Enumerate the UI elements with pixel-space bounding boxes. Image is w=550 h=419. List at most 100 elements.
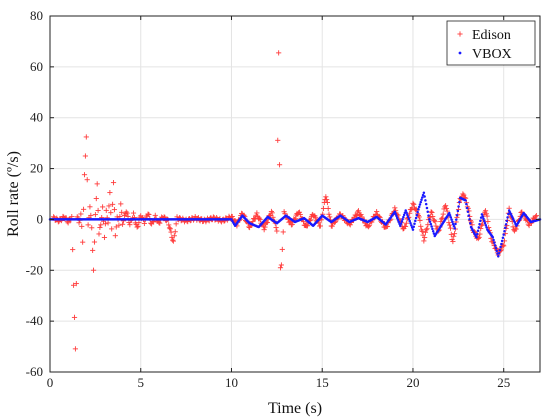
y-tick-label: -40 <box>26 313 43 328</box>
x-tick-label: 15 <box>316 375 329 390</box>
edison-point <box>384 223 390 229</box>
edison-point <box>97 224 103 231</box>
vbox-point <box>409 221 412 225</box>
edison-point <box>277 265 284 271</box>
edison-point <box>117 213 123 220</box>
vbox-point <box>453 227 456 230</box>
vbox-point <box>476 229 480 232</box>
edison-point <box>451 233 457 239</box>
edison-point <box>279 246 285 253</box>
vbox-point <box>497 255 500 258</box>
x-tick-label: 0 <box>47 375 54 390</box>
edison-point <box>273 224 279 231</box>
edison-point <box>95 207 101 214</box>
edison-point <box>94 181 100 187</box>
legend-entry-vbox: VBOX <box>472 47 512 62</box>
edison-point <box>422 234 428 241</box>
edison-point <box>167 226 173 232</box>
vbox-point <box>431 229 435 233</box>
edison-point <box>484 213 490 219</box>
vbox-point <box>499 245 502 249</box>
edison-point <box>170 237 176 243</box>
edison-point <box>108 210 114 216</box>
x-axis-label: Time (s) <box>268 400 322 417</box>
edison-point <box>365 224 372 230</box>
vbox-point <box>468 218 471 221</box>
vbox-point <box>395 214 398 218</box>
edison-point <box>119 209 125 215</box>
edison-point <box>358 211 364 218</box>
vbox-point <box>465 206 469 210</box>
edison-point <box>65 220 71 226</box>
edison-point <box>70 282 77 288</box>
edison-point <box>423 227 429 233</box>
edison-point <box>320 205 327 212</box>
edison-point <box>429 209 435 216</box>
edison-point <box>510 224 516 230</box>
edison-point <box>134 224 140 230</box>
edison-point <box>485 218 491 225</box>
vbox-point <box>457 205 460 208</box>
legend-marker-vbox <box>458 51 462 55</box>
vbox-point <box>452 224 456 228</box>
edison-point <box>106 203 112 209</box>
vbox-point <box>455 214 459 217</box>
edison-point <box>425 222 431 228</box>
vbox-point <box>418 203 422 206</box>
edison-point <box>116 222 122 228</box>
y-tick-label: 60 <box>30 59 43 74</box>
y-axis-label: Roll rate (º/s) <box>5 151 22 237</box>
edison-point <box>103 207 109 213</box>
vbox-point <box>411 228 415 231</box>
edison-point <box>264 219 270 226</box>
vbox-point <box>405 211 408 214</box>
edison-point <box>440 211 446 217</box>
edison-point <box>123 209 129 215</box>
vbox-point <box>431 227 434 231</box>
vbox-point <box>400 220 404 223</box>
edison-point <box>296 209 303 215</box>
edison-point <box>532 214 539 220</box>
vbox-point <box>503 229 506 233</box>
vbox-point <box>454 222 457 226</box>
edison-point <box>392 205 398 211</box>
vbox-point <box>493 244 497 247</box>
vbox-point <box>397 220 400 224</box>
vbox-point <box>493 241 496 244</box>
vbox-point <box>428 220 432 224</box>
vbox-point <box>404 209 407 212</box>
vbox-point <box>492 238 495 242</box>
vbox-point <box>402 213 406 217</box>
vbox-point <box>476 232 479 236</box>
y-tick-label: 80 <box>30 8 43 23</box>
edison-point <box>80 239 86 245</box>
edison-point <box>79 223 85 229</box>
edison-point <box>90 247 96 253</box>
y-tick-label: -60 <box>26 364 43 379</box>
edison-point <box>327 214 333 220</box>
edison-point <box>430 213 436 220</box>
edison-point <box>443 205 450 212</box>
vbox-point <box>505 219 509 223</box>
vbox-point <box>458 200 461 204</box>
edison-point <box>247 224 253 231</box>
legend-plus-marker <box>457 31 463 37</box>
edison-point <box>102 221 108 227</box>
legend: Edison VBOX <box>446 20 536 66</box>
vbox-point <box>429 222 433 226</box>
edison-point <box>421 238 427 244</box>
edison-point <box>92 211 98 218</box>
vbox-point <box>451 220 454 224</box>
edison-point <box>317 223 324 229</box>
vbox-point <box>450 218 453 221</box>
vbox-point <box>414 216 418 220</box>
vbox-point <box>478 222 481 226</box>
vbox-point <box>399 224 402 228</box>
vbox-point <box>483 221 487 225</box>
edison-point <box>483 211 489 217</box>
y-tick-label: 40 <box>30 110 43 125</box>
edison-point <box>100 204 106 210</box>
edison-point <box>402 223 409 229</box>
vbox-point <box>504 226 507 230</box>
